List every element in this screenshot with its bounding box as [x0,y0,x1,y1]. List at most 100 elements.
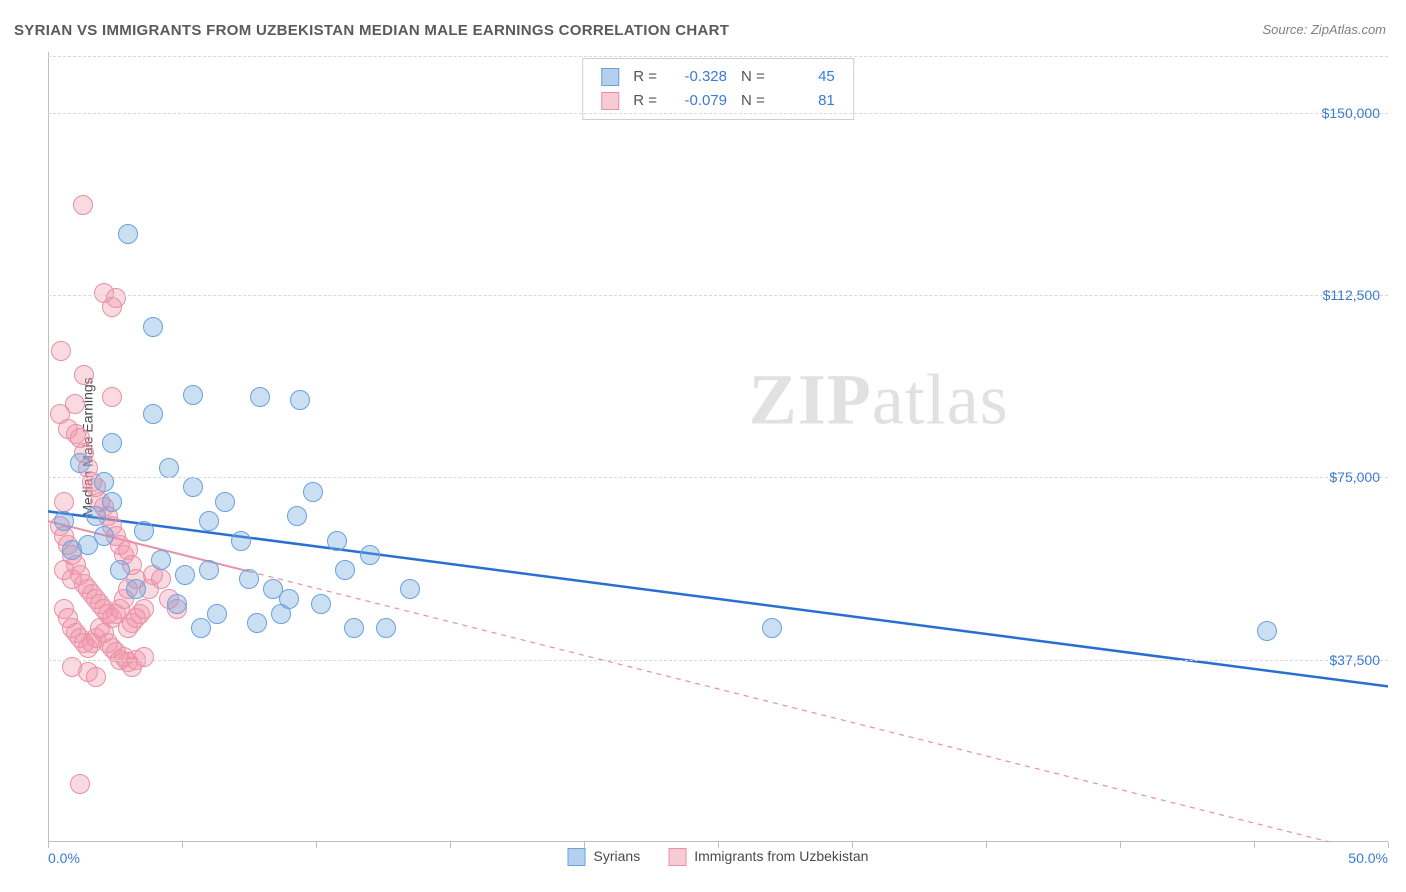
swatch-blue-icon [568,848,586,866]
data-point [290,390,310,410]
data-point [344,618,364,638]
data-point [271,604,291,624]
stats-legend: R = -0.328 N = 45 R = -0.079 N = 81 [582,58,854,120]
data-point [54,560,74,580]
data-point [143,404,163,424]
n-value: 81 [779,89,835,113]
gridline [48,56,1388,57]
n-value: 45 [779,65,835,89]
trend-layer [48,52,1388,842]
x-tick-mark [450,842,451,848]
swatch-pink-icon [601,92,619,110]
data-point [106,288,126,308]
data-point [239,569,259,589]
data-point [73,195,93,215]
data-point [86,506,106,526]
stats-row-uzbekistan: R = -0.079 N = 81 [601,89,835,113]
data-point [250,387,270,407]
series-legend: Syrians Immigrants from Uzbekistan [568,848,869,866]
y-tick-label: $150,000 [1322,105,1380,121]
legend-item-uzbekistan: Immigrants from Uzbekistan [668,848,868,866]
r-value: -0.328 [671,65,727,89]
x-tick-mark [316,842,317,848]
data-point [151,569,171,589]
gridline [48,660,1388,661]
r-value: -0.079 [671,89,727,113]
y-tick-label: $112,500 [1323,287,1380,303]
x-tick-mark [1254,842,1255,848]
data-point [54,492,74,512]
watermark-zip: ZIP [749,359,872,439]
gridline [48,113,1388,114]
data-point [167,594,187,614]
swatch-blue-icon [601,68,619,86]
data-point [102,492,122,512]
x-tick-mark [182,842,183,848]
data-point [94,472,114,492]
data-point [175,565,195,585]
gridline [48,295,1388,296]
data-point [335,560,355,580]
data-point [183,385,203,405]
swatch-pink-icon [668,848,686,866]
data-point [207,604,227,624]
data-point [62,540,82,560]
data-point [247,613,267,633]
data-point [199,511,219,531]
data-point [1257,621,1277,641]
data-point [143,317,163,337]
data-point [102,433,122,453]
chart-title: SYRIAN VS IMMIGRANTS FROM UZBEKISTAN MED… [14,22,729,39]
data-point [54,511,74,531]
y-axis [48,52,49,842]
legend-label: Syrians [594,848,641,864]
watermark-atlas: atlas [872,359,1009,439]
x-tick-max: 50.0% [1348,850,1388,866]
data-point [51,341,71,361]
y-tick-label: $75,000 [1329,469,1380,485]
x-tick-mark [986,842,987,848]
legend-item-syrians: Syrians [568,848,641,866]
x-tick-min: 0.0% [48,850,80,866]
data-point [110,560,130,580]
data-point [102,387,122,407]
x-tick-mark [1388,842,1389,848]
data-point [303,482,323,502]
legend-label: Immigrants from Uzbekistan [694,848,868,864]
data-point [118,224,138,244]
x-tick-mark [852,842,853,848]
r-label: R = [633,89,657,113]
x-tick-mark [718,842,719,848]
y-tick-label: $37,500 [1329,652,1380,668]
data-point [287,506,307,526]
stats-row-syrians: R = -0.328 N = 45 [601,65,835,89]
data-point [70,453,90,473]
gridline [48,477,1388,478]
data-point [126,579,146,599]
x-tick-mark [584,842,585,848]
data-point [134,599,154,619]
data-point [151,550,171,570]
data-point [183,477,203,497]
watermark: ZIPatlas [749,358,1009,441]
data-point [231,531,251,551]
data-point [134,521,154,541]
data-point [191,618,211,638]
data-point [199,560,219,580]
data-point [86,667,106,687]
data-point [215,492,235,512]
data-point [70,774,90,794]
data-point [311,594,331,614]
source-attribution: Source: ZipAtlas.com [1262,22,1386,37]
x-tick-mark [1120,842,1121,848]
n-label: N = [741,89,765,113]
x-tick-mark [48,842,49,848]
n-label: N = [741,65,765,89]
data-point [376,618,396,638]
data-point [74,365,94,385]
data-point [327,531,347,551]
data-point [762,618,782,638]
plot-area: Median Male Earnings 0.0% 50.0% ZIPatlas… [48,52,1388,842]
r-label: R = [633,65,657,89]
data-point [159,458,179,478]
